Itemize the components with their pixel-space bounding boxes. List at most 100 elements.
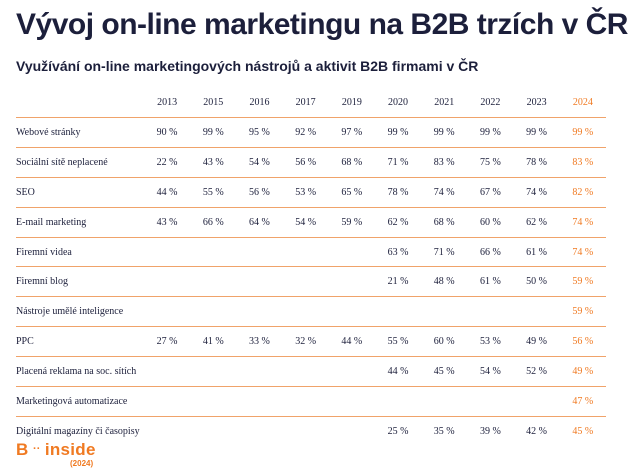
value-cell: 62 % bbox=[513, 207, 560, 238]
value-cell: 62 % bbox=[374, 207, 422, 238]
table-row: Firemní blog 21 % 48 % 61 % 50 % 59 % bbox=[16, 266, 606, 298]
table-row: E-mail marketing 43 % 66 % 64 % 54 % 59 % 62 %… bbox=[16, 207, 606, 238]
value-cell bbox=[190, 386, 237, 417]
value-cell bbox=[513, 296, 560, 328]
binside-logo: B ·· inside (2024) bbox=[16, 440, 96, 468]
value-cell bbox=[190, 296, 237, 328]
value-cell bbox=[282, 266, 329, 298]
value-cell: 99 % bbox=[421, 117, 468, 148]
year-header: 2013 bbox=[144, 87, 191, 118]
table-body: Webové stránky 90 % 99 % 95 % 92 % 97 % 99 % 99… bbox=[16, 117, 606, 446]
logo-dots: ·· bbox=[33, 443, 41, 455]
value-cell: 45 % bbox=[421, 356, 468, 388]
row-label: Firemní videa bbox=[16, 237, 144, 268]
value-cell: 53 % bbox=[467, 326, 514, 358]
value-cell: 41 % bbox=[190, 326, 237, 358]
value-cell: 82 % bbox=[559, 177, 606, 208]
value-cell bbox=[236, 296, 283, 328]
value-cell: 74 % bbox=[559, 207, 606, 238]
value-cell: 74 % bbox=[421, 177, 468, 208]
value-cell bbox=[282, 386, 329, 417]
value-cell: 67 % bbox=[467, 177, 514, 208]
table-row: Webové stránky 90 % 99 % 95 % 92 % 97 % 99 % 99… bbox=[16, 117, 606, 148]
row-label: Sociální sítě neplacené bbox=[16, 147, 144, 178]
value-cell: 56 % bbox=[282, 147, 329, 178]
value-cell: 55 % bbox=[190, 177, 237, 208]
value-cell: 33 % bbox=[236, 326, 283, 358]
logo-brand-right: inside bbox=[44, 440, 96, 459]
value-cell bbox=[236, 416, 282, 445]
row-label: Placená reklama na soc. sítích bbox=[16, 356, 144, 388]
value-cell bbox=[144, 356, 191, 388]
value-cell bbox=[328, 386, 375, 417]
value-cell: 65 % bbox=[328, 177, 375, 208]
value-cell: 60 % bbox=[421, 326, 468, 358]
value-cell: 66 % bbox=[467, 237, 514, 268]
value-cell bbox=[328, 237, 375, 268]
value-cell: 99 % bbox=[467, 117, 514, 148]
row-label: E-mail marketing bbox=[16, 207, 144, 238]
value-cell: 43 % bbox=[190, 147, 237, 178]
table-row: Digitální magazíny či časopisy 25 % 35 % 39… bbox=[16, 416, 606, 445]
value-cell: 25 % bbox=[387, 425, 409, 437]
value-cell bbox=[513, 386, 560, 417]
year-header: 2015 bbox=[190, 87, 237, 118]
value-cell bbox=[236, 266, 283, 298]
value-cell bbox=[236, 386, 283, 417]
value-cell bbox=[329, 416, 375, 445]
table-row: SEO 44 % 55 % 56 % 53 % 65 % 78 % 74 % 67 % 74 % 8… bbox=[16, 177, 606, 208]
table-row: Sociální sítě neplacené 22 % 43 % 54 % 56 % 6… bbox=[16, 147, 606, 178]
value-cell: 83 % bbox=[559, 147, 606, 178]
year-header: 2020 bbox=[374, 87, 422, 118]
value-cell: 99 % bbox=[374, 117, 422, 148]
value-cell: 92 % bbox=[282, 117, 329, 148]
value-cell bbox=[282, 237, 329, 268]
value-cell: 54 % bbox=[467, 356, 514, 388]
table-row: Placená reklama na soc. sítích 44 % 45 % 54… bbox=[16, 356, 606, 388]
value-cell: 78 % bbox=[374, 177, 422, 208]
value-cell bbox=[374, 386, 422, 417]
value-cell bbox=[328, 266, 375, 298]
table-row: Firemní videa 63 % 71 % 66 % 61 % 74 % bbox=[16, 237, 606, 268]
value-cell: 49 % bbox=[559, 356, 606, 388]
year-header: 2021 bbox=[421, 87, 468, 118]
value-cell: 74 % bbox=[513, 177, 560, 208]
value-cell bbox=[236, 237, 283, 268]
value-cell: 68 % bbox=[328, 147, 375, 178]
value-cell bbox=[236, 356, 283, 388]
value-cell: 56 % bbox=[559, 326, 606, 358]
value-cell: 63 % bbox=[374, 237, 422, 268]
value-cell: 44 % bbox=[328, 326, 375, 358]
year-header: 2023 bbox=[513, 87, 560, 118]
value-cell: 68 % bbox=[421, 207, 468, 238]
value-cell: 22 % bbox=[144, 147, 191, 178]
value-cell: 48 % bbox=[421, 266, 468, 298]
value-cell: 32 % bbox=[282, 326, 329, 358]
value-cell bbox=[374, 296, 422, 328]
usage-table: 2013 2015 2016 2017 2019 2020 2021 2022 2023 2024… bbox=[16, 87, 606, 446]
table-row: Marketingová automatizace 47 % bbox=[16, 386, 606, 417]
value-cell: 99 % bbox=[559, 117, 606, 148]
value-cell: 45 % bbox=[572, 425, 594, 437]
value-cell: 21 % bbox=[374, 266, 422, 298]
value-cell bbox=[190, 416, 236, 445]
row-label: Firemní blog bbox=[16, 266, 144, 298]
value-cell bbox=[328, 356, 375, 388]
value-cell bbox=[190, 356, 237, 388]
year-header: 2016 bbox=[236, 87, 283, 118]
row-label: Marketingová automatizace bbox=[16, 386, 144, 417]
value-cell: 78 % bbox=[513, 147, 560, 178]
value-cell: 95 % bbox=[236, 117, 283, 148]
value-cell: 99 % bbox=[513, 117, 560, 148]
value-cell bbox=[421, 296, 468, 328]
row-label: Digitální magazíny či časopisy bbox=[16, 425, 140, 437]
value-cell bbox=[144, 296, 191, 328]
value-cell: 59 % bbox=[328, 207, 375, 238]
value-cell: 97 % bbox=[328, 117, 375, 148]
value-cell: 50 % bbox=[513, 266, 560, 298]
value-cell: 59 % bbox=[559, 266, 606, 298]
year-header: 2019 bbox=[328, 87, 375, 118]
value-cell bbox=[282, 296, 329, 328]
value-cell: 64 % bbox=[236, 207, 283, 238]
value-cell: 71 % bbox=[421, 237, 468, 268]
